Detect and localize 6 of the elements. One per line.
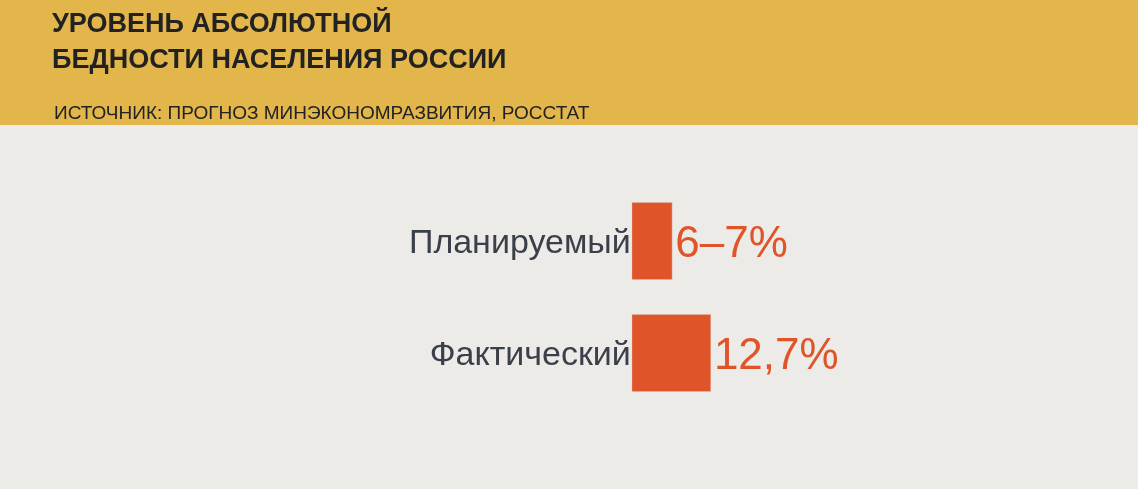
data-label: 12,7%: [713, 328, 839, 378]
text: УРОВЕНЬ АБСОЛЮТНОЙ БЕДНОСТИ НАСЕЛЕНИЯ РОССИИ: [52, 7, 507, 74]
y-tick-label: Планируемый: [408, 221, 631, 260]
data-label: 6–7%: [675, 216, 788, 266]
y-tick-label: Фактический: [429, 333, 631, 372]
text: ИСТОЧНИК: ПРОГНОЗ МИНЭКОНОМРАЗВИТИЯ, РОССТАТ: [54, 102, 590, 123]
